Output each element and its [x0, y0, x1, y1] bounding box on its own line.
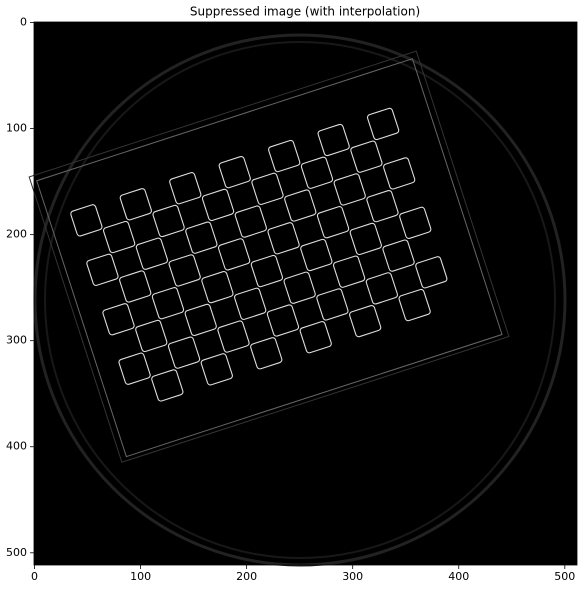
- board-square: [234, 287, 267, 320]
- board-square: [350, 140, 383, 173]
- board-square: [169, 172, 202, 205]
- board-square: [283, 271, 316, 304]
- board-square: [250, 337, 283, 370]
- x-tick-label: 300: [342, 570, 363, 583]
- board-square: [118, 352, 151, 385]
- board-square: [119, 188, 152, 221]
- board-square: [332, 255, 366, 288]
- board-square: [366, 189, 399, 223]
- faint-ring: [44, 41, 556, 559]
- board-square: [299, 321, 332, 354]
- y-tick-label: 100: [6, 122, 27, 135]
- board-square: [300, 238, 333, 272]
- y-tick-label: 500: [6, 546, 27, 559]
- x-tick-label: 0: [31, 570, 38, 583]
- x-tick-label: 200: [236, 570, 257, 583]
- board-square: [268, 139, 301, 173]
- board-square: [70, 204, 103, 237]
- board-square: [317, 123, 350, 157]
- board-square: [86, 253, 119, 286]
- checkerboard: [28, 50, 510, 463]
- y-tick-label: 400: [6, 440, 27, 453]
- board-square: [102, 303, 135, 336]
- board-square: [102, 220, 136, 254]
- board-square: [218, 155, 251, 189]
- board-square: [168, 254, 201, 287]
- board-square: [316, 206, 350, 239]
- board-square: [200, 353, 233, 386]
- board-square: [349, 222, 382, 256]
- board-square: [135, 237, 169, 270]
- board-square: [217, 238, 251, 271]
- y-tick-label: 200: [6, 228, 27, 241]
- board-square: [316, 288, 349, 321]
- board-square: [415, 256, 448, 289]
- board-square: [383, 157, 416, 190]
- board-square: [382, 239, 415, 272]
- board-square: [201, 188, 235, 222]
- board-square: [365, 272, 399, 305]
- board-square: [201, 270, 234, 304]
- board-square: [333, 173, 366, 206]
- board-square: [267, 222, 300, 255]
- board-square: [167, 336, 201, 369]
- x-tick-label: 500: [554, 570, 575, 583]
- board-square: [266, 304, 300, 337]
- board-square: [250, 254, 284, 288]
- board-square: [349, 304, 382, 338]
- board-square: [399, 206, 432, 239]
- board-square: [152, 204, 185, 238]
- chart-title: Suppressed image (with interpolation): [190, 5, 420, 19]
- board-square: [284, 189, 317, 222]
- board-outline: [36, 58, 503, 458]
- board-square: [151, 287, 185, 320]
- image-background: [34, 22, 577, 565]
- board-square: [217, 320, 250, 353]
- board-square: [234, 205, 267, 238]
- y-tick-label: 300: [6, 334, 27, 347]
- board-outline: [28, 50, 510, 463]
- axes-frame: [33, 21, 578, 566]
- board-square: [300, 156, 334, 189]
- board-square: [184, 303, 217, 337]
- board-square: [119, 270, 152, 303]
- board-square: [135, 319, 168, 353]
- board-square: [398, 288, 431, 322]
- y-tick-label: 0: [20, 16, 27, 29]
- x-tick-label: 400: [448, 570, 469, 583]
- board-square: [251, 172, 284, 205]
- x-tick-label: 100: [130, 570, 151, 583]
- board-square: [151, 369, 184, 402]
- board-square: [185, 221, 218, 254]
- board-square: [366, 107, 400, 141]
